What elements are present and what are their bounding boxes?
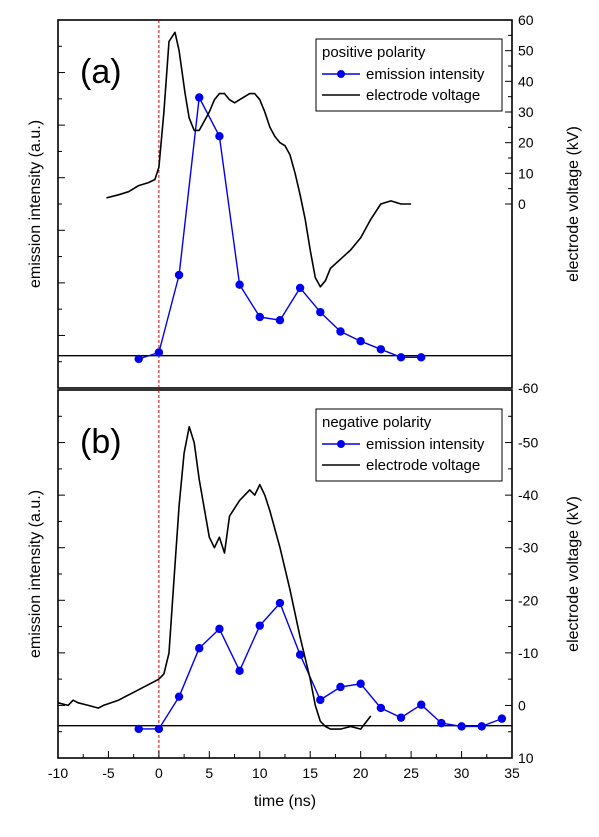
emission-point (174, 692, 184, 701)
right-tick-label: 0 (518, 196, 526, 212)
legend-title: positive polarity (322, 44, 426, 61)
right-tick-label: 40 (518, 73, 534, 89)
emission-point (134, 724, 143, 734)
emission-point (295, 650, 305, 659)
emission-point (356, 336, 365, 346)
right-tick-label: -20 (518, 592, 538, 608)
x-tick-label: -5 (102, 765, 115, 781)
emission-point (356, 679, 365, 688)
right-tick-label: 10 (518, 165, 534, 181)
y2-axis-label: electrode voltage (kV) (565, 126, 582, 282)
emission-point (134, 354, 143, 364)
right-tick-label: -40 (518, 487, 538, 503)
right-tick-label: -60 (518, 380, 538, 396)
emission-point (174, 270, 184, 280)
x-tick-label: 35 (504, 765, 520, 781)
legend-entry: emission intensity (366, 66, 485, 83)
emission-point (437, 718, 446, 728)
emission-point (336, 327, 345, 336)
emission-intensity-line (138, 602, 503, 730)
right-tick-label: 20 (518, 135, 534, 151)
electrode-voltage-line (106, 31, 412, 288)
emission-point (376, 345, 386, 354)
y2-axis-label: electrode voltage (kV) (565, 496, 582, 652)
emission-point (275, 598, 285, 608)
legend-title: negative polarity (322, 414, 432, 431)
emission-point (316, 695, 325, 705)
legend-marker (337, 440, 345, 448)
legend-box (315, 408, 503, 482)
emission-point (497, 714, 507, 723)
x-axis-label: time (ns) (254, 793, 316, 810)
emission-point (195, 93, 204, 102)
legend-entry: electrode voltage (366, 87, 480, 104)
y-axis-label: emission intensity (a.u.) (27, 120, 44, 288)
right-tick-label: 30 (518, 104, 534, 120)
panel-label: (a) (80, 53, 122, 91)
emission-point (376, 703, 386, 713)
emission-point (417, 353, 426, 362)
panel-a: 60 50 40 30 20 10 0 -60 (a) positive polarity emis… (27, 12, 582, 396)
right-tick-label: -50 (518, 435, 538, 451)
panel-label: (b) (80, 423, 122, 461)
x-tick-label: 20 (353, 765, 369, 781)
emission-point (154, 724, 164, 734)
x-tick-label: 5 (205, 765, 213, 781)
emission-point (316, 307, 325, 317)
emission-point (396, 713, 406, 722)
emission-point (295, 283, 305, 293)
right-tick-label: -10 (518, 645, 538, 661)
emission-point (457, 722, 466, 731)
emission-point (396, 353, 406, 362)
legend-box (315, 38, 503, 112)
x-tick-label: 30 (454, 765, 470, 781)
x-tick-label: 15 (302, 765, 318, 781)
x-tick-label: 0 (155, 765, 163, 781)
right-tick-label: 0 (518, 697, 526, 713)
emission-point (195, 644, 204, 653)
right-tick-label: -30 (518, 540, 538, 556)
panel-b: -50 -40 -30 -20 -10 0 10 (b) negative polarity em… (27, 389, 582, 766)
emission-point (255, 621, 264, 630)
x-tick-label: 10 (252, 765, 268, 781)
emission-point (215, 624, 224, 634)
emission-point (275, 316, 285, 325)
y-axis-label: emission intensity (a.u.) (27, 490, 44, 658)
right-tick-label: 10 (518, 750, 534, 766)
emission-point (235, 280, 244, 289)
x-tick-label: 25 (403, 765, 419, 781)
emission-point (336, 682, 345, 692)
x-tick-label: -10 (48, 765, 68, 781)
electrode-voltage-line (57, 425, 372, 730)
emission-point (417, 700, 426, 709)
right-tick-label: 60 (518, 12, 534, 28)
legend-marker (337, 70, 345, 78)
legend-entry: emission intensity (366, 436, 485, 453)
right-tick-label: 50 (518, 43, 534, 59)
emission-point (477, 722, 486, 731)
legend-entry: electrode voltage (366, 457, 480, 474)
emission-point (215, 132, 224, 141)
emission-point (255, 312, 264, 322)
emission-point (154, 348, 164, 357)
emission-point (235, 666, 244, 676)
